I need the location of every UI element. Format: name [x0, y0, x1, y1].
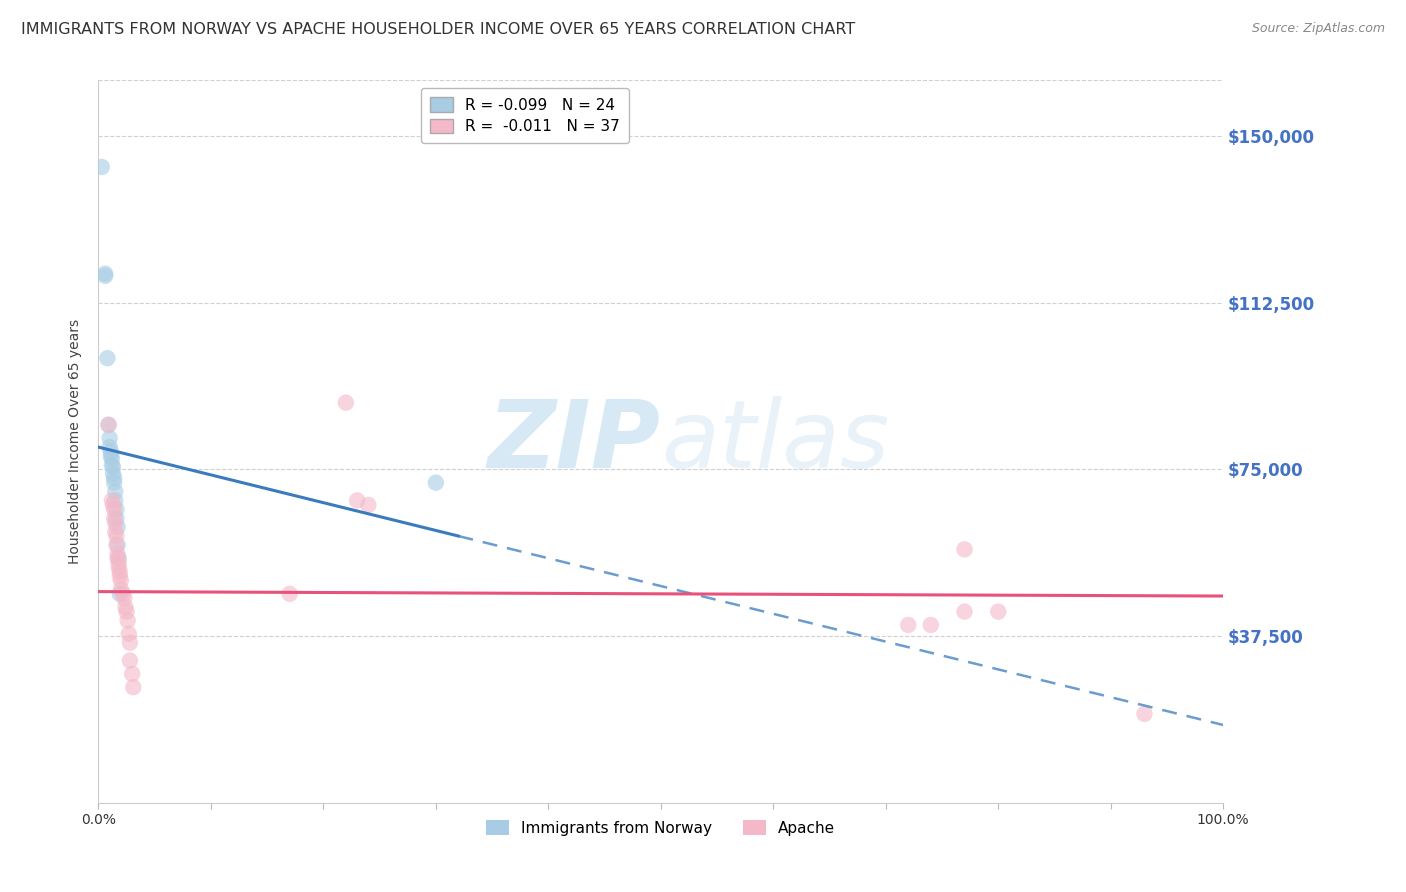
Point [97, 417, 120, 432]
Point [105, 511, 128, 525]
Point [122, 680, 145, 694]
Point [104, 524, 127, 539]
Point [104, 484, 127, 499]
Point [94, 268, 117, 283]
Point [346, 493, 368, 508]
Point [121, 666, 143, 681]
Point [897, 618, 920, 632]
Point [953, 605, 976, 619]
Point [105, 538, 128, 552]
Point [107, 556, 129, 570]
Point [987, 605, 1010, 619]
Legend: Immigrants from Norway, Apache: Immigrants from Norway, Apache [481, 814, 841, 842]
Point [105, 529, 128, 543]
Point [112, 591, 135, 606]
Point [118, 636, 141, 650]
Point [101, 451, 124, 466]
Point [104, 493, 127, 508]
Point [104, 516, 127, 530]
Point [110, 574, 132, 588]
Text: ZIP: ZIP [488, 395, 661, 488]
Point [110, 582, 132, 597]
Point [112, 587, 135, 601]
Point [107, 520, 129, 534]
Point [98, 431, 121, 445]
Point [920, 618, 942, 632]
Point [107, 551, 129, 566]
Point [103, 471, 125, 485]
Point [108, 565, 131, 579]
Point [103, 511, 125, 525]
Point [101, 498, 124, 512]
Point [100, 449, 122, 463]
Point [96, 351, 118, 366]
Point [278, 587, 301, 601]
Point [425, 475, 447, 490]
Point [118, 627, 141, 641]
Point [357, 498, 380, 512]
Y-axis label: Householder Income Over 65 years: Householder Income Over 65 years [69, 319, 83, 564]
Point [107, 551, 129, 566]
Point [953, 542, 976, 557]
Point [97, 417, 120, 432]
Point [335, 395, 357, 409]
Point [114, 600, 136, 615]
Point [117, 614, 139, 628]
Text: Source: ZipAtlas.com: Source: ZipAtlas.com [1251, 22, 1385, 36]
Point [103, 475, 125, 490]
Point [108, 569, 131, 583]
Point [90, 160, 112, 174]
Point [101, 460, 124, 475]
Text: atlas: atlas [661, 396, 889, 487]
Text: IMMIGRANTS FROM NORWAY VS APACHE HOUSEHOLDER INCOME OVER 65 YEARS CORRELATION CH: IMMIGRANTS FROM NORWAY VS APACHE HOUSEHO… [21, 22, 855, 37]
Point [107, 560, 129, 574]
Point [101, 467, 124, 481]
Point [108, 587, 131, 601]
Point [118, 653, 141, 667]
Point [98, 440, 121, 454]
Point [107, 547, 129, 561]
Point [101, 493, 124, 508]
Point [103, 502, 125, 516]
Point [107, 538, 129, 552]
Point [94, 267, 117, 281]
Point [105, 502, 128, 516]
Point [1133, 706, 1156, 721]
Point [100, 444, 122, 458]
Point [115, 605, 138, 619]
Point [101, 458, 124, 472]
